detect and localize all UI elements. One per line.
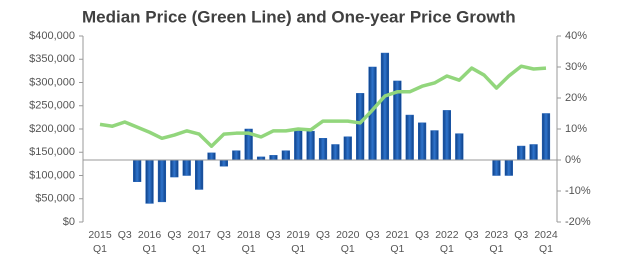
bar	[529, 144, 538, 161]
y-tick-label: $50,000	[35, 193, 75, 205]
bar	[405, 114, 414, 161]
y-tick-label: $300,000	[29, 76, 75, 88]
y-tick-label: $150,000	[29, 146, 75, 158]
x-tick-label: Q3	[464, 229, 479, 241]
bar	[182, 159, 191, 176]
bar	[207, 152, 216, 161]
bar	[294, 128, 303, 161]
bar	[541, 113, 551, 161]
bar	[133, 159, 142, 182]
x-tick-label: Q3	[167, 229, 182, 241]
x-tick-label: 2023 Q1	[484, 229, 509, 255]
y2-tick-label: -20%	[565, 216, 591, 228]
x-tick-label: 2022 Q1	[435, 229, 459, 255]
bar	[380, 52, 390, 161]
y2-tick-label: 0%	[565, 154, 581, 166]
bar	[269, 155, 278, 161]
y2-tick-label: -10%	[565, 185, 591, 197]
bar	[281, 150, 290, 161]
y-tick-label: $0	[63, 216, 75, 228]
bar	[318, 138, 328, 161]
x-tick-label: 2020 Q1	[336, 229, 360, 255]
y-tick-label: $350,000	[29, 53, 75, 65]
y-tick-label: $100,000	[29, 169, 75, 181]
bar	[195, 159, 204, 190]
bar	[157, 159, 167, 203]
bar	[455, 133, 464, 161]
bar	[442, 110, 451, 161]
y2-tick-label: 40%	[565, 30, 587, 42]
x-tick-label: 2024 Q1	[534, 229, 558, 255]
x-tick-label: 2017 Q1	[187, 229, 211, 255]
x-tick-label: Q3	[266, 229, 281, 241]
y-tick-label: $400,000	[29, 30, 75, 42]
y-tick-label: $200,000	[29, 123, 75, 135]
bar	[356, 93, 365, 161]
bar	[517, 145, 526, 161]
x-tick-label: Q3	[117, 229, 132, 241]
bar	[331, 144, 340, 161]
y2-tick-label: 30%	[565, 61, 587, 73]
x-tick-label: Q3	[514, 229, 529, 241]
x-tick-label: Q3	[315, 229, 330, 241]
bar	[145, 159, 154, 204]
x-tick-label: 2018 Q1	[236, 229, 261, 255]
bar	[232, 150, 241, 161]
y2-tick-label: 20%	[565, 92, 587, 104]
bar	[219, 159, 228, 167]
x-tick-label: 2021 Q1	[385, 229, 409, 255]
y2-tick-label: 10%	[565, 123, 587, 135]
x-tick-label: Q3	[415, 229, 430, 241]
x-tick-label: Q3	[216, 229, 231, 241]
x-tick-label: 2015 Q1	[88, 229, 112, 255]
bar	[343, 136, 352, 161]
line	[99, 64, 547, 148]
bar	[492, 159, 501, 176]
bar	[170, 159, 179, 178]
bar	[306, 130, 315, 161]
x-tick-label: 2016 Q1	[137, 229, 162, 255]
bar	[430, 130, 439, 161]
chart-title: Median Price (Green Line) and One-year P…	[82, 7, 516, 26]
x-tick-label: 2019 Q1	[286, 229, 310, 255]
x-tick-label: Q3	[365, 229, 380, 241]
bar	[418, 122, 427, 161]
y-tick-label: $250,000	[29, 100, 75, 112]
bar	[504, 159, 513, 176]
